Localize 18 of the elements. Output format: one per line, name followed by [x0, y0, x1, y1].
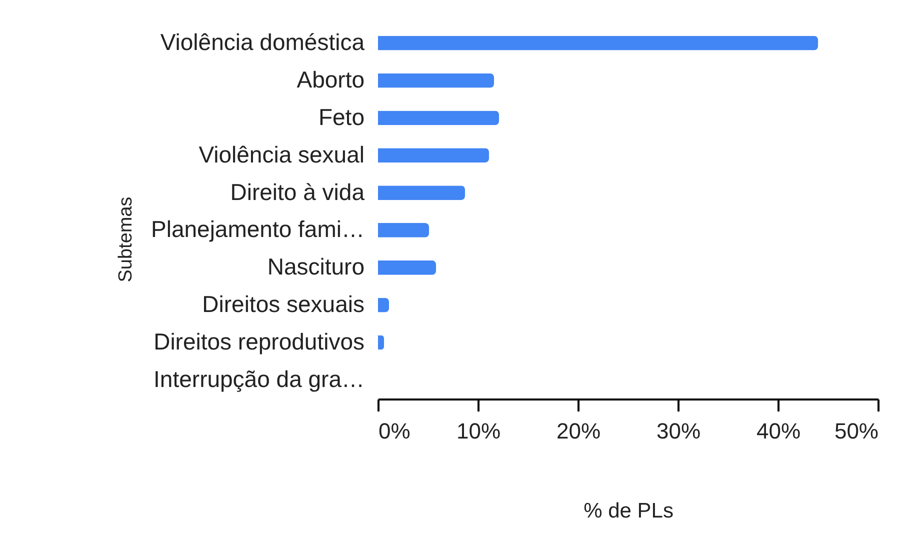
x-tick-label: 0%: [378, 418, 410, 444]
x-tick-label: 40%: [756, 418, 801, 444]
y-tick-label: Violência sexual: [198, 141, 364, 168]
x-axis-title: % de PLs: [584, 500, 674, 522]
y-tick-label: Direito à vida: [230, 178, 365, 205]
x-tick-label: 30%: [656, 418, 701, 444]
y-tick-label: Violência doméstica: [160, 29, 365, 56]
x-tick-label: 20%: [556, 418, 601, 444]
x-tick-label: 10%: [456, 418, 501, 444]
y-tick-label: Direitos sexuais: [202, 291, 364, 318]
y-tick-label: Direitos reprodutivos: [154, 328, 364, 354]
y-tick-label: Aborto: [296, 66, 364, 93]
y-tick-label: Nascituro: [267, 254, 364, 280]
x-tick-label: 50%: [834, 418, 878, 444]
y-tick-label: Feto: [318, 104, 364, 130]
y-tick-label: Planejamento fami…: [151, 216, 364, 242]
y-tick-label: Interrupção da gra…: [154, 366, 364, 392]
y-axis-title: Subtemas: [116, 196, 136, 282]
